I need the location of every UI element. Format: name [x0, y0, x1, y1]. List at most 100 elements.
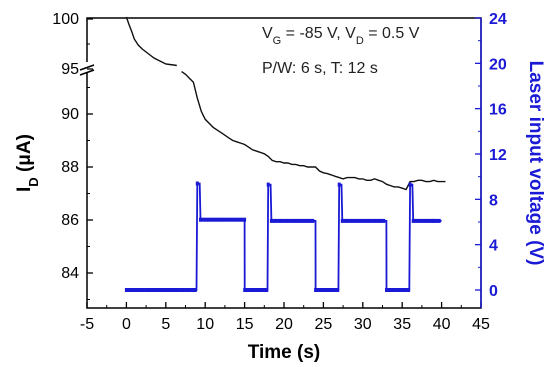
laser-point [286, 218, 290, 223]
laser-point [360, 218, 364, 223]
laser-point [257, 288, 260, 292]
laser-point [411, 218, 415, 223]
annotation-pulse: P/W: 6 s, T: 12 s [262, 60, 378, 77]
laser-point [138, 288, 142, 292]
laser-point [169, 288, 172, 292]
laser-point [229, 217, 233, 222]
laser-point [283, 218, 287, 223]
laser-point [269, 218, 273, 223]
laser-point [382, 218, 386, 223]
laser-point [325, 288, 329, 292]
laser-point [204, 217, 208, 222]
y-left-tick-label-1: 100 [52, 11, 79, 28]
current-series-segment-0 [125, 16, 177, 67]
laser-point [243, 288, 247, 292]
y-left-tick-label-4: 88 [61, 159, 79, 176]
laser-point [221, 217, 224, 222]
laser-point [376, 218, 380, 223]
laser-point [275, 218, 279, 223]
y-right-tick-label-1: 4 [489, 238, 498, 255]
laser-point [254, 288, 258, 292]
laser-point [305, 218, 309, 223]
laser-point [333, 288, 337, 292]
laser-point [292, 218, 295, 223]
laser-point [365, 218, 369, 223]
laser-point [163, 288, 167, 292]
laser-point [152, 288, 156, 292]
laser-point [297, 218, 301, 223]
laser-point [199, 217, 202, 222]
laser-point [141, 288, 145, 292]
laser-point [319, 288, 323, 292]
laser-point [259, 288, 263, 292]
x-tick-label-0: -5 [80, 316, 94, 333]
laser-point [327, 288, 331, 292]
laser-point [232, 217, 236, 222]
y-right-axis-title: Laser input voltage (V) [525, 61, 546, 266]
laser-point [243, 217, 247, 222]
laser-point [316, 288, 320, 292]
laser-point [336, 288, 340, 292]
laser-point [387, 288, 391, 292]
laser-point [420, 218, 423, 223]
laser-point [133, 288, 137, 292]
laser-point [385, 288, 388, 292]
laser-point [398, 288, 402, 292]
laser-point [289, 218, 293, 223]
laser-point [280, 218, 284, 223]
laser-point [343, 218, 347, 223]
laser-point [166, 288, 170, 292]
current-series-segment-1 [181, 71, 446, 191]
laser-point [182, 288, 186, 292]
laser-point [272, 218, 276, 223]
x-tick-label-3: 10 [196, 316, 214, 333]
laser-point [215, 217, 219, 222]
laser-point [428, 218, 432, 223]
laser-point [371, 218, 375, 223]
laser-point [330, 288, 334, 292]
laser-point [417, 218, 421, 223]
y-left-tick-label-5: 90 [61, 106, 79, 123]
laser-point [251, 288, 255, 292]
laser-point [207, 217, 211, 222]
laser-point [308, 218, 312, 223]
x-tick-label-5: 20 [275, 316, 293, 333]
laser-point [124, 288, 128, 292]
laser-point [144, 288, 148, 292]
laser-point [210, 217, 213, 222]
laser-point [340, 218, 344, 223]
laser-point [393, 288, 397, 292]
laser-point [266, 182, 270, 187]
laser-point [351, 218, 355, 223]
x-axis-title: Time (s) [248, 342, 321, 363]
axis-break-marker [79, 62, 95, 76]
laser-point [349, 218, 353, 223]
laser-point [240, 217, 244, 222]
laser-point [346, 218, 350, 223]
laser-point [218, 217, 222, 222]
laser-point [188, 288, 192, 292]
laser-point [147, 288, 150, 292]
y-left-tick-label-0: 95 [61, 61, 79, 78]
y-right-tick-label-5: 20 [489, 56, 507, 73]
laser-point [314, 288, 318, 292]
x-tick-label-8: 35 [393, 316, 411, 333]
y-right-tick-label-2: 8 [489, 192, 498, 209]
x-tick-label-7: 30 [354, 316, 372, 333]
laser-point [237, 217, 241, 222]
laser-point [158, 288, 161, 292]
x-tick-label-4: 15 [236, 316, 254, 333]
laser-point [160, 288, 164, 292]
laser-point [311, 218, 315, 223]
laser-point [408, 182, 412, 187]
laser-point [404, 288, 408, 292]
laser-point [226, 217, 230, 222]
laser-point [191, 288, 195, 292]
x-tick-label-6: 25 [315, 316, 333, 333]
laser-point [245, 288, 249, 292]
laser-point [171, 288, 175, 292]
x-tick-label-10: 45 [472, 316, 490, 333]
x-tick-label-9: 40 [433, 316, 451, 333]
laser-point [248, 288, 252, 292]
